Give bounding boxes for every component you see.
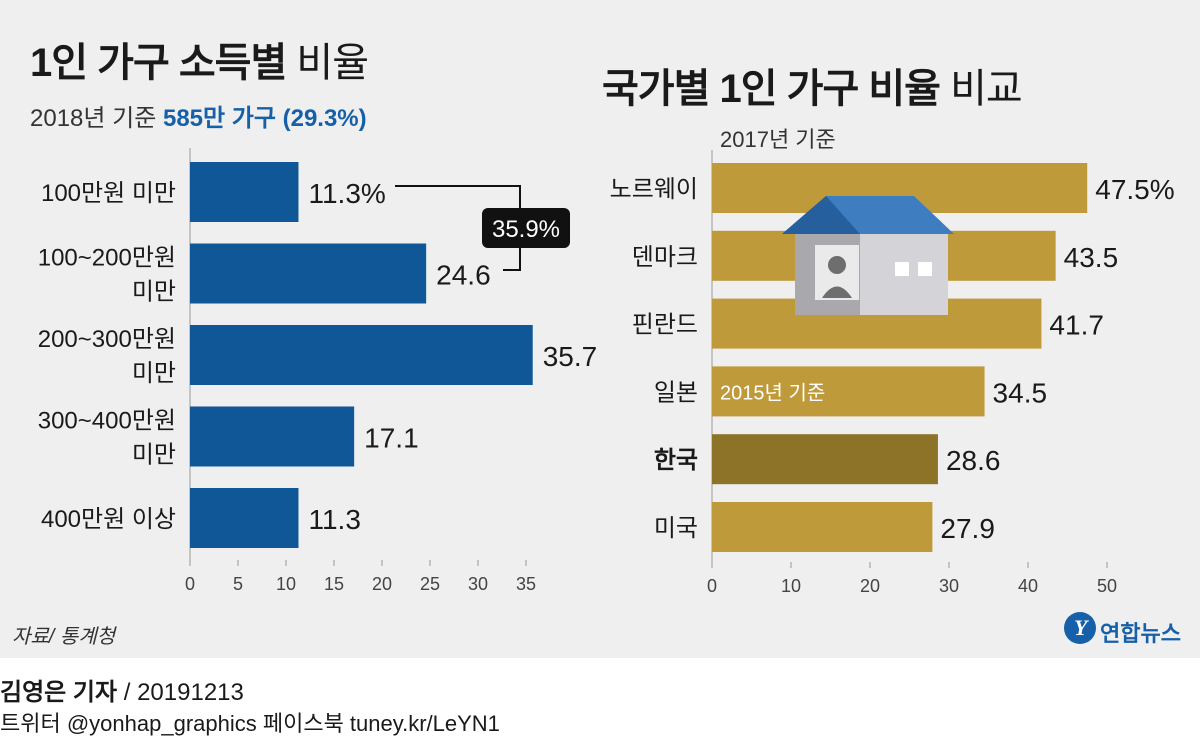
left-value-label: 11.3% [308,178,385,209]
left-x-tick-label: 25 [420,574,440,594]
left-category-label: 300~400만원 [38,408,176,435]
right-category-label: 노르웨이 [610,176,698,203]
yonhap-logo-icon: Y [1064,612,1096,644]
yonhap-logo-text: 연합뉴스 [1100,621,1181,646]
left-bar [190,325,533,385]
left-x-tick-label: 5 [233,574,243,594]
right-category-label: 한국 [654,447,698,474]
left-category-label: 100만원 미만 [41,180,176,207]
left-category-label: 100~200만원 [38,245,176,272]
right-value-label: 43.5 [1064,242,1119,273]
left-value-label: 11.3 [308,504,360,535]
left-category-label: 400만원 이상 [41,506,176,533]
right-x-tick-label: 40 [1018,576,1038,596]
right-x-tick-label: 0 [707,576,717,596]
right-category-label: 미국 [654,515,698,542]
left-value-label: 24.6 [436,260,491,291]
left-bar [190,162,299,222]
right-bar [712,366,985,417]
right-bar [712,434,938,485]
left-x-tick-label: 0 [185,574,195,594]
right-value-label: 47.5% [1095,174,1174,205]
left-bar [190,406,355,467]
left-bar [190,488,299,548]
person-icon-body [822,286,852,298]
left-category-label: 미만 [132,279,176,306]
left-x-tick-label: 15 [324,574,344,594]
house-window-small [918,262,932,276]
right-x-tick-label: 10 [781,576,801,596]
left-x-tick-label: 30 [468,574,488,594]
right-chart-title: 국가별 1인 가구 비율 비교 [602,67,1023,111]
left-category-label: 미만 [132,442,176,469]
left-category-label: 미만 [132,360,176,387]
right-bar-note: 2015년 기준 [720,381,825,404]
house-roof-edge [782,196,860,234]
right-category-label: 핀란드 [632,312,698,339]
left-chart-subtitle: 2018년 기준 585만 가구 (29.3%) [30,105,367,132]
right-value-label: 41.7 [1049,310,1104,341]
left-bar [190,243,427,304]
left-value-label: 17.1 [364,423,419,454]
sns-links: 트위터 @yonhap_graphics 페이스북 tuney.kr/LeYN1 [0,711,500,736]
left-annotation-badge [482,208,570,248]
right-category-label: 일본 [654,379,698,406]
right-chart-subtitle: 2017년 기준 [720,127,836,152]
left-x-tick-label: 35 [516,574,536,594]
house-window-small [895,262,909,276]
right-value-label: 28.6 [946,445,1001,476]
right-category-label: 덴마크 [632,244,698,271]
right-bar [712,502,933,552]
left-chart-title: 1인 가구 소득별 비율 [30,41,369,85]
left-value-label: 35.7 [543,341,598,372]
right-x-tick-label: 20 [860,576,880,596]
source-note: 자료/ 통계청 [12,626,116,648]
person-icon-head [828,256,846,274]
right-x-tick-label: 30 [939,576,959,596]
left-category-label: 200~300만원 [38,326,176,353]
byline: 김영은 기자 / 20191213 [0,679,244,706]
left-x-tick-label: 10 [276,574,296,594]
right-value-label: 34.5 [993,377,1048,408]
left-annotation-text: 35.9% [492,216,560,243]
right-x-tick-label: 50 [1097,576,1117,596]
right-value-label: 27.9 [940,513,995,544]
left-x-tick-label: 20 [372,574,392,594]
